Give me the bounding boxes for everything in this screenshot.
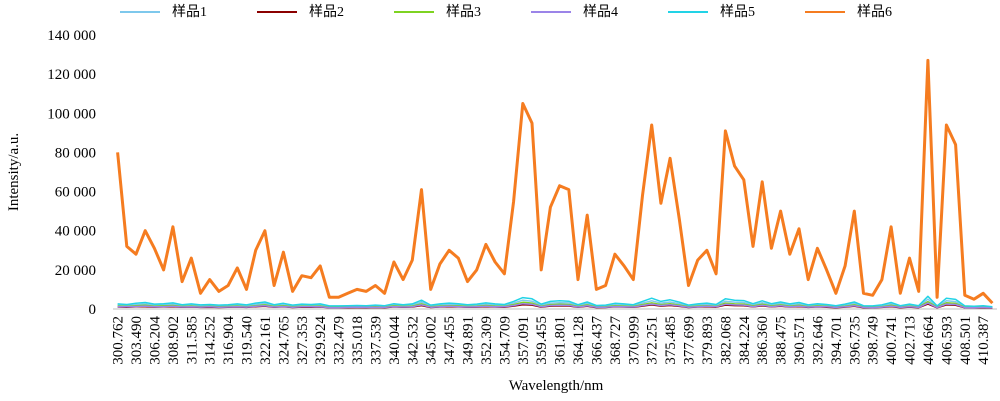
x-axis-title: Wavelength/nm <box>509 378 604 394</box>
x-tick-label: 322.161 <box>258 316 274 365</box>
x-tick-label: 359.455 <box>534 316 550 365</box>
x-tick-label: 345.002 <box>424 316 440 365</box>
x-tick-label: 319.540 <box>240 316 256 365</box>
y-tick-label: 80 000 <box>55 145 96 161</box>
x-tick-label: 314.252 <box>203 316 219 365</box>
y-axis-title: Intensity/a.u. <box>6 133 22 211</box>
series-line <box>117 295 993 308</box>
y-tick-label: 120 000 <box>47 67 96 83</box>
x-tick-label: 398.749 <box>866 316 882 365</box>
x-tick-label: 354.709 <box>497 316 513 365</box>
y-tick-label: 140 000 <box>47 28 96 44</box>
x-tick-label: 327.353 <box>295 316 311 365</box>
legend-label: 样品6 <box>857 4 892 20</box>
x-tick-label: 300.762 <box>111 316 127 365</box>
x-tick-label: 372.251 <box>645 316 661 365</box>
x-tick-label: 392.646 <box>810 316 826 365</box>
y-tick-label: 60 000 <box>55 185 96 201</box>
x-tick-label: 402.713 <box>903 316 919 365</box>
x-tick-label: 337.539 <box>368 316 384 365</box>
series-line <box>117 302 993 309</box>
x-tick-label: 375.485 <box>663 316 679 365</box>
x-tick-label: 406.593 <box>939 316 955 365</box>
x-tick-label: 332.479 <box>332 316 348 365</box>
series-line <box>117 298 993 308</box>
x-tick-label: 352.309 <box>479 316 495 365</box>
legend-label: 样品2 <box>309 4 344 20</box>
x-tick-label: 364.128 <box>571 316 587 365</box>
x-tick-label: 408.501 <box>958 316 974 365</box>
x-tick-label: 404.664 <box>921 316 937 365</box>
x-tick-label: 306.204 <box>147 316 163 365</box>
x-tick-label: 390.571 <box>792 316 808 365</box>
x-tick-label: 377.699 <box>682 316 698 365</box>
x-tick-label: 329.924 <box>313 316 329 365</box>
x-tick-label: 370.999 <box>626 316 642 365</box>
x-tick-label: 340.044 <box>387 316 403 365</box>
x-tick-label: 368.727 <box>608 316 624 365</box>
x-tick-label: 357.091 <box>516 316 532 365</box>
legend-label: 样品1 <box>172 4 207 20</box>
x-tick-label: 347.455 <box>442 316 458 365</box>
x-tick-label: 349.891 <box>461 316 477 365</box>
x-tick-label: 366.437 <box>589 316 605 365</box>
x-tick-label: 386.360 <box>755 316 771 365</box>
x-tick-label: 311.585 <box>184 316 200 364</box>
x-tick-label: 361.801 <box>553 316 569 365</box>
legend-label: 样品3 <box>446 4 481 20</box>
x-tick-label: 379.893 <box>700 316 716 365</box>
x-tick-label: 316.904 <box>221 316 237 365</box>
x-tick-label: 394.701 <box>829 316 845 365</box>
series-line <box>116 58 994 305</box>
x-tick-label: 410.387 <box>976 316 992 365</box>
x-tick-label: 384.224 <box>737 316 753 365</box>
y-tick-label: 100 000 <box>47 106 96 122</box>
x-tick-label: 388.475 <box>774 316 790 365</box>
x-tick-label: 382.068 <box>718 316 734 365</box>
x-tick-label: 324.765 <box>276 316 292 365</box>
y-tick-label: 20 000 <box>55 263 96 279</box>
y-tick-label: 40 000 <box>55 224 96 240</box>
x-tick-label: 400.741 <box>884 316 900 365</box>
x-tick-label: 308.902 <box>166 316 182 365</box>
x-tick-label: 303.490 <box>129 316 145 365</box>
legend-label: 样品5 <box>720 4 755 20</box>
x-tick-label: 396.735 <box>847 316 863 365</box>
legend-label: 样品4 <box>583 4 618 20</box>
x-tick-label: 342.532 <box>405 316 421 365</box>
x-tick-label: 335.018 <box>350 316 366 365</box>
y-tick-label: 0 <box>89 302 97 318</box>
